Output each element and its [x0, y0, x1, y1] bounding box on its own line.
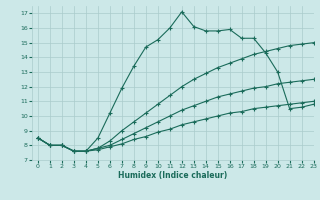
- X-axis label: Humidex (Indice chaleur): Humidex (Indice chaleur): [118, 171, 228, 180]
